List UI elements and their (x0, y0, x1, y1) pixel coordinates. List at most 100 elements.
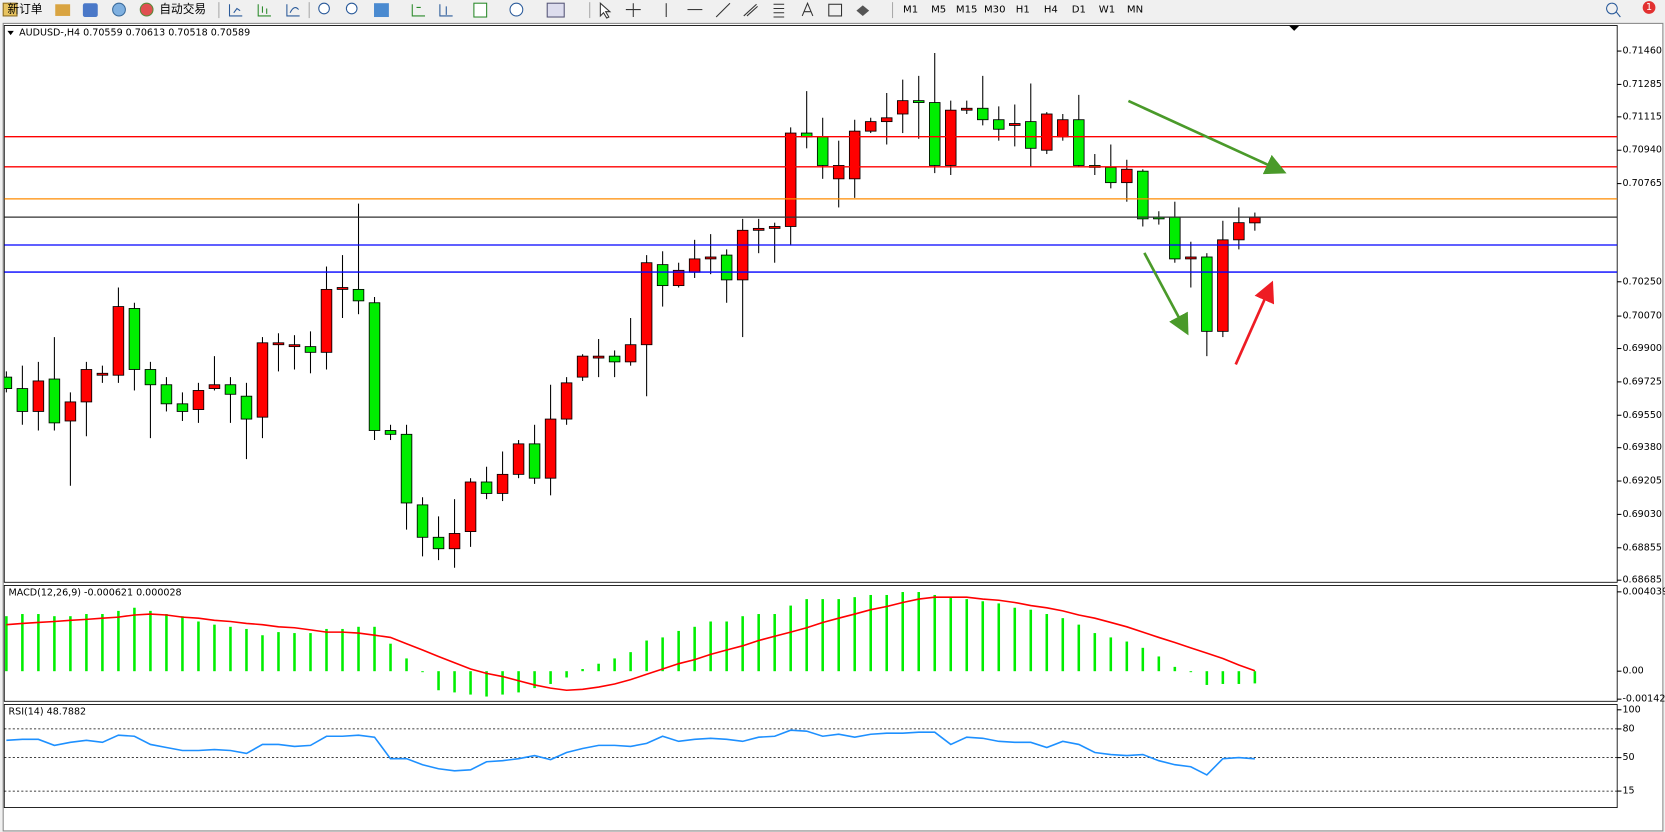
candle-body (768, 226, 781, 229)
cursor-tool[interactable] (599, 2, 612, 19)
candle-body (720, 254, 733, 281)
y-tick-label: 0.69550 (1622, 410, 1661, 421)
y-tick-label: 0.71460 (1622, 46, 1661, 57)
timeframe-button[interactable]: H4 (1044, 5, 1058, 16)
histogram-bar (565, 671, 568, 678)
zoom-out[interactable] (345, 2, 358, 15)
histogram-bar (997, 603, 1001, 672)
histogram-bar (741, 616, 744, 672)
timeframe-button[interactable]: MN (1127, 5, 1143, 16)
panel-title: AUDUSD-,H4 0.70559 0.70613 0.70518 0.705… (19, 27, 250, 38)
histogram-bar (1029, 609, 1033, 672)
zoom-in[interactable] (318, 2, 330, 15)
candle-body (945, 109, 957, 166)
histogram-bar (181, 616, 184, 672)
templates[interactable] (546, 2, 565, 18)
candle-body (624, 344, 637, 363)
candle-body (480, 481, 493, 494)
histogram-bar (1093, 633, 1097, 672)
candle-body (208, 384, 221, 389)
candle-body (1025, 121, 1037, 149)
toolbar-icon[interactable] (286, 4, 300, 17)
timeframe-button[interactable]: M5 (931, 5, 946, 16)
toolbar-icon[interactable] (82, 3, 98, 18)
candle-body (961, 107, 973, 111)
fibo-tool[interactable] (773, 3, 785, 18)
toolbar-icon[interactable] (439, 4, 453, 17)
timeframe-button[interactable]: M15 (956, 5, 978, 16)
histogram-bar (517, 671, 520, 693)
symbol-dropdown[interactable] (7, 30, 14, 36)
chart-panel: 100 80 50 15 RSI(14) 48.7882 (3, 704, 1641, 808)
plot-area (5, 592, 1257, 697)
auto-trading-icon[interactable] (139, 2, 154, 17)
candle-body (1073, 119, 1085, 166)
crosshair-tool[interactable] (625, 3, 641, 18)
new-order-button[interactable]: 新订单 (7, 2, 42, 16)
candle-body (176, 403, 189, 412)
new-order-icon[interactable] (2, 2, 18, 17)
candle-body (400, 433, 413, 504)
timeframe-button[interactable]: M30 (984, 5, 1006, 16)
histogram-bar (1013, 607, 1017, 672)
candle-body (432, 536, 445, 550)
label-tool[interactable] (828, 3, 843, 17)
y-tick-label: 0.70940 (1622, 145, 1661, 156)
annotation-arrow (1234, 280, 1275, 366)
candle-body (464, 481, 477, 532)
histogram-bar (1045, 614, 1049, 672)
candle-body (64, 401, 77, 422)
toolbar-icon[interactable] (55, 4, 71, 16)
candle-body (512, 443, 525, 475)
chart-shift-marker (1288, 25, 1300, 31)
histogram-bar (261, 635, 264, 672)
candle-body (320, 288, 333, 353)
histogram-bar (1237, 671, 1241, 684)
y-tick-label: 0.69205 (1622, 476, 1661, 487)
histogram-bar (789, 605, 792, 672)
candle-body (544, 418, 557, 479)
trendline-tool[interactable] (715, 2, 731, 18)
histogram-bar (805, 599, 808, 672)
histogram-bar (117, 610, 120, 672)
histogram-bar (1189, 671, 1193, 673)
timeframe-button[interactable]: M1 (903, 5, 918, 16)
timeframe-button[interactable]: D1 (1072, 5, 1086, 16)
panel-title: MACD(12,26,9) -0.000621 0.000028 (9, 587, 182, 598)
histogram-bar (453, 671, 456, 693)
auto-trading-button[interactable]: 自动交易 (159, 2, 206, 16)
histogram-bar (389, 643, 392, 672)
histogram-bar (1061, 618, 1065, 672)
toolbar-icon[interactable] (112, 2, 126, 17)
y-tick-label: 100 (1622, 704, 1640, 715)
candle-body (272, 342, 285, 346)
histogram-bar (917, 592, 921, 672)
candle-body (496, 473, 509, 494)
toolbar-bar (0, 0, 1665, 21)
toolbar-icon[interactable] (411, 4, 426, 17)
indicators[interactable] (473, 2, 488, 18)
periods[interactable] (509, 2, 524, 17)
toolbar-icon[interactable] (257, 4, 271, 17)
y-tick-label: 80 (1622, 723, 1634, 734)
histogram-bar (933, 594, 937, 672)
histogram-bar (1077, 624, 1081, 672)
y-tick-label: 0.70070 (1622, 311, 1661, 322)
text-tool[interactable] (801, 1, 814, 17)
notification-badge[interactable] (1642, 1, 1656, 14)
candle-body (928, 102, 941, 166)
tile-windows[interactable] (374, 3, 389, 18)
candle-body (304, 346, 317, 353)
timeframe-button[interactable]: H1 (1016, 5, 1030, 16)
arrows-tool[interactable] (856, 5, 870, 16)
search[interactable] (1606, 2, 1621, 18)
charts: 12 Jan 202313 Jan 12:0016 Jan 04:0016 Ja… (3, 25, 1665, 808)
channel-tool[interactable] (743, 3, 758, 17)
histogram-bar (1205, 671, 1209, 685)
candle-body (256, 342, 269, 418)
histogram-bar (5, 616, 8, 672)
toolbar-icon[interactable] (228, 4, 243, 17)
candle-body (896, 100, 909, 115)
timeframe-button[interactable]: W1 (1099, 5, 1115, 16)
